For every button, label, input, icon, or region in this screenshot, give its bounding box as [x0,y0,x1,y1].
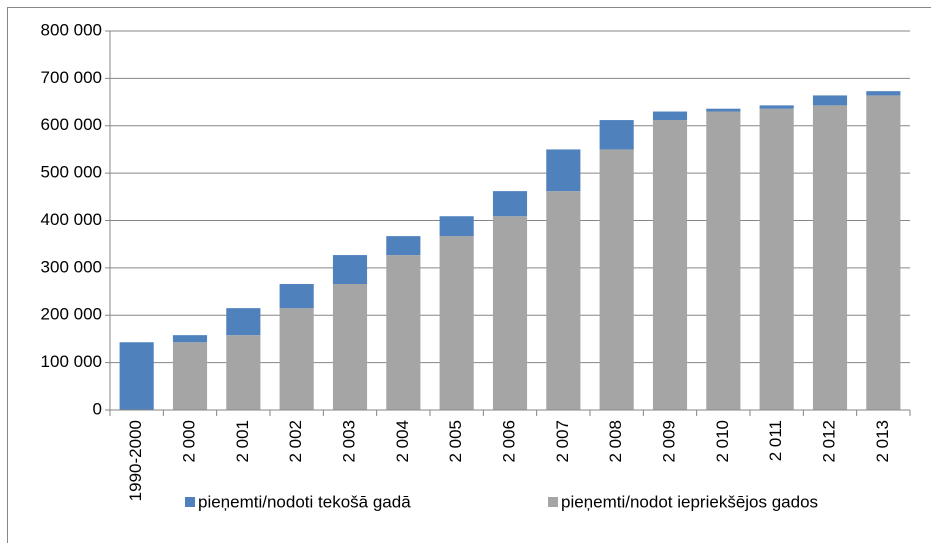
bar-segment [759,105,794,109]
bar-segment [546,149,581,192]
bar-segment [759,108,794,410]
x-tick-label: 2 006 [499,420,518,463]
bar-segment [706,108,741,112]
bar-segment [226,335,261,410]
bar-segment [386,255,421,410]
bar-segment [119,342,154,410]
x-tick-label: 2 013 [873,420,892,463]
y-tick-label: 0 [93,399,102,418]
bar-segment [332,283,368,410]
bar-segment [172,342,208,410]
y-tick-label: 400 000 [41,210,102,229]
legend-label: pieņemti/nodoti tekošā gadā [198,492,411,511]
x-tick-label: 1990-2000 [126,420,145,501]
x-tick-label: 2 003 [339,420,358,463]
legend-swatch [548,497,558,507]
y-tick-label: 500 000 [41,163,102,182]
bar-segment [492,216,528,410]
x-tick-label: 2 001 [233,420,252,463]
x-tick-label: 2 012 [819,420,838,463]
x-tick-label: 2 010 [713,420,732,463]
y-tick-label: 700 000 [41,68,102,87]
bar-segment [652,111,688,121]
bar-segment [706,111,741,410]
chart-frame [7,7,931,543]
bar-segment [812,105,848,410]
bar-segment [279,308,314,410]
legend-swatch [185,497,195,507]
bar-segment [812,95,848,106]
y-tick-label: 200 000 [41,305,102,324]
bar-segment [546,191,581,410]
x-tick-label: 2 005 [446,420,465,463]
x-tick-label: 2 009 [659,420,678,463]
legend-label: pieņemti/nodot iepriekšējos gados [561,492,818,511]
y-tick-label: 800 000 [41,20,102,39]
bar-segment [492,191,528,217]
y-tick-label: 100 000 [41,352,102,371]
bar-segment [279,283,314,309]
bar-segment [172,335,208,343]
x-tick-label: 2 000 [179,420,198,463]
bar-segment [866,95,901,411]
bar-segment [386,236,421,256]
bar-segment [866,91,901,96]
y-tick-label: 600 000 [41,115,102,134]
x-tick-label: 2 004 [393,420,412,463]
bar-segment [439,216,474,237]
bar-segment [599,120,634,150]
y-tick-label: 300 000 [41,257,102,276]
bar-segment [599,149,634,410]
x-tick-label: 2 008 [606,420,625,463]
x-tick-label: 2 011 [766,420,785,461]
x-tick-label: 2 002 [286,420,305,463]
bar-segment [652,120,688,410]
bar-segment [439,236,474,410]
bar-segment [332,255,368,284]
bar-segment [226,308,261,336]
x-tick-label: 2 007 [553,420,572,463]
